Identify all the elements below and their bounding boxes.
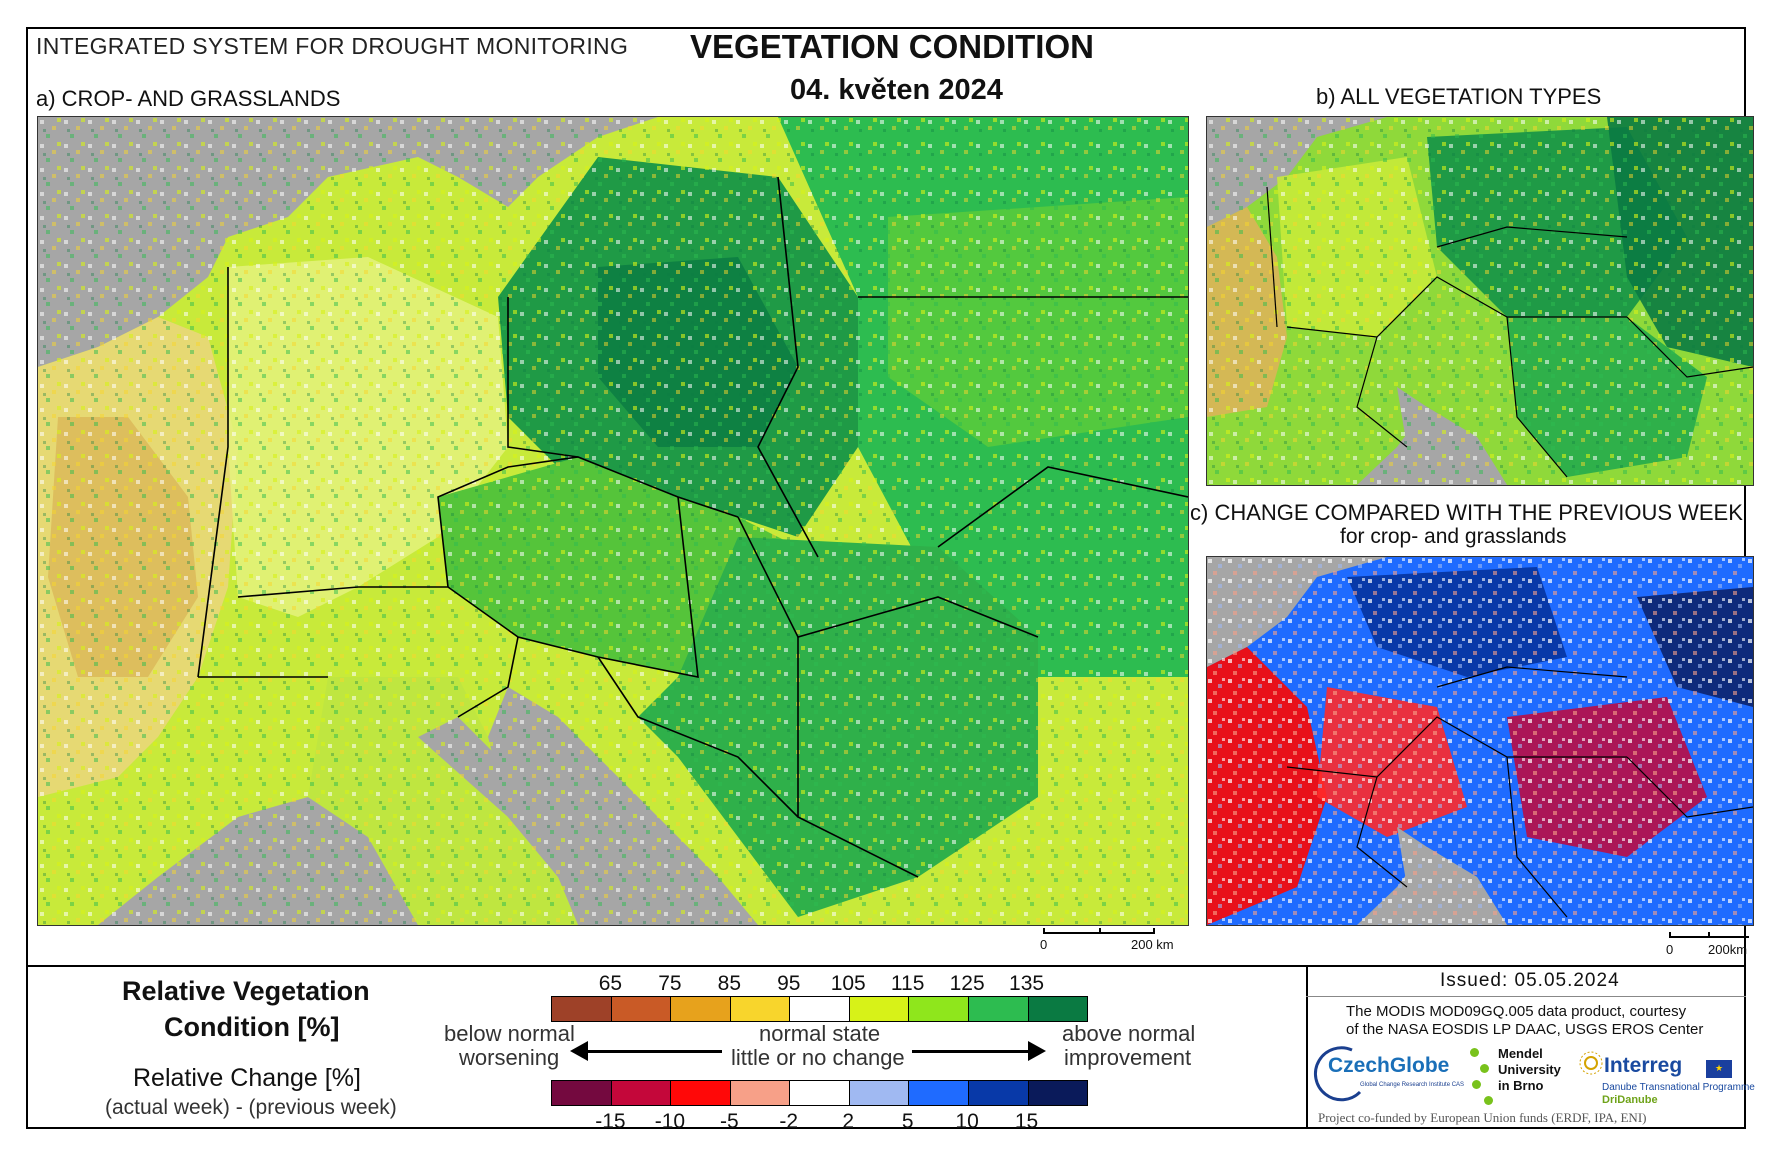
- country-borders: [197, 176, 1188, 878]
- map-a-svg: [38, 117, 1188, 925]
- rvc-swatch-1: [611, 997, 672, 1021]
- mendel-dot-icon: [1472, 1080, 1481, 1089]
- mendel-dot-icon: [1484, 1096, 1493, 1105]
- interreg-name: Interreg: [1604, 1054, 1683, 1077]
- label-normal-state: normal state: [759, 1021, 881, 1046]
- system-title: INTEGRATED SYSTEM FOR DROUGHT MONITORING: [36, 33, 629, 59]
- rvc-tick: 135: [1009, 972, 1045, 995]
- rc-tick: -5: [719, 1110, 739, 1133]
- rvc-color-bar: [551, 996, 1088, 1022]
- panel-c-subtitle: for crop- and grasslands: [1340, 525, 1567, 548]
- map-a-scale-label: 200 km: [1131, 937, 1174, 952]
- legend-vertical-divider: [1306, 965, 1308, 1129]
- rc-color-bar: [551, 1080, 1088, 1106]
- map-c-svg: [1207, 557, 1753, 925]
- map-crop-grasslands: [37, 116, 1189, 926]
- rc-tick: 15: [1014, 1110, 1039, 1133]
- map-date: 04. květen 2024: [790, 74, 1003, 106]
- rc-tick: 2: [842, 1110, 855, 1133]
- czechglobe-subtitle: Global Change Research Institute CAS: [1360, 1082, 1465, 1088]
- dridanube-label: DriDanube: [1602, 1094, 1658, 1106]
- rc-title: Relative Change [%]: [133, 1064, 361, 1092]
- credit-line2: of the NASA EOSDIS LP DAAC, USGS EROS Ce…: [1346, 1021, 1704, 1038]
- issued-date: Issued: 05.05.2024: [1440, 970, 1620, 991]
- interreg-sun-icon: [1579, 1051, 1603, 1075]
- rc-tick-labels: -15 -10 -5 -2 2 5 10 15: [551, 1110, 1086, 1134]
- rc-swatch-0: [552, 1081, 612, 1105]
- rc-swatch-1: [611, 1081, 672, 1105]
- rvc-swatch-0: [552, 997, 612, 1021]
- rvc-swatch-2: [671, 997, 731, 1021]
- rc-swatch-3: [730, 1081, 791, 1105]
- rc-swatch-6: [909, 1081, 969, 1105]
- mendel-logo: Mendel University in Brno: [1470, 1046, 1580, 1106]
- map-c-scale-zero: 0: [1666, 942, 1674, 957]
- czechglobe-name: CzechGlobe: [1328, 1054, 1450, 1077]
- funding-note: Project co-funded by European Union fund…: [1318, 1110, 1647, 1125]
- map-b-svg: [1207, 117, 1753, 485]
- rvc-tick-labels: 65 75 85 95 105 115 125 135: [551, 972, 1086, 996]
- rc-tick: 5: [901, 1110, 914, 1133]
- rc-subtitle: (actual week) - (previous week): [105, 1096, 397, 1119]
- map-weekly-change: [1206, 556, 1754, 926]
- rc-swatch-8: [1028, 1081, 1088, 1105]
- interreg-logo: Interreg ★ Danube Transnational Programm…: [1578, 1048, 1755, 1108]
- czechglobe-arc-icon: [1314, 1046, 1362, 1102]
- mendel-dot-icon: [1480, 1064, 1489, 1073]
- map-c-scale-label: 200km: [1708, 942, 1748, 957]
- panel-a-title: a) CROP- AND GRASSLANDS: [36, 86, 341, 111]
- rvc-swatch-3: [730, 997, 791, 1021]
- label-above-normal: above normal: [1062, 1021, 1196, 1046]
- rc-tick: 10: [955, 1110, 979, 1133]
- panel-c-title: c) CHANGE COMPARED WITH THE PREVIOUS WEE…: [1190, 500, 1743, 525]
- rvc-tick: 85: [717, 972, 742, 995]
- mendel-line1: Mendel: [1498, 1046, 1543, 1061]
- label-below-normal: below normal: [444, 1021, 575, 1046]
- arrow-right-line: [912, 1050, 1030, 1053]
- mendel-line2: University: [1498, 1062, 1561, 1077]
- rvc-tick: 105: [830, 972, 866, 995]
- map-a-scale-zero: 0: [1040, 937, 1048, 952]
- rc-tick: -2: [779, 1110, 799, 1133]
- rvc-swatch-8: [1028, 997, 1088, 1021]
- mendel-line3: in Brno: [1498, 1078, 1544, 1093]
- rvc-tick: 65: [598, 972, 623, 995]
- rc-swatch-7: [968, 1081, 1029, 1105]
- rvc-tick: 125: [949, 972, 985, 995]
- mendel-dot-icon: [1470, 1048, 1479, 1057]
- rvc-swatch-6: [909, 997, 969, 1021]
- panel-b-title: b) ALL VEGETATION TYPES: [1316, 84, 1602, 109]
- label-improvement: improvement: [1064, 1045, 1192, 1070]
- rc-tick: -15: [595, 1110, 626, 1133]
- rvc-title-line2: Condition [%]: [164, 1012, 340, 1042]
- rc-swatch-2: [671, 1081, 731, 1105]
- rc-swatch-4: [790, 1081, 850, 1105]
- rvc-swatch-5: [849, 997, 910, 1021]
- rc-swatch-5: [849, 1081, 910, 1105]
- rvc-title-line1: Relative Vegetation: [122, 976, 370, 1006]
- rvc-swatch-4: [790, 997, 850, 1021]
- legend-top-divider: [26, 965, 1746, 967]
- rvc-tick: 95: [777, 972, 801, 995]
- main-title: VEGETATION CONDITION: [690, 28, 1094, 65]
- rvc-tick: 75: [658, 972, 682, 995]
- arrow-left-line: [586, 1050, 722, 1053]
- interreg-subtitle: Danube Transnational Programme: [1602, 1082, 1755, 1093]
- label-worsening: worsening: [459, 1045, 560, 1070]
- rvc-swatch-7: [968, 997, 1029, 1021]
- rc-tick: -10: [654, 1110, 686, 1133]
- map-all-vegetation: [1206, 116, 1754, 486]
- label-little-change: little or no change: [731, 1045, 905, 1070]
- arrow-left-icon: [570, 1041, 588, 1061]
- eu-flag-icon: ★: [1706, 1060, 1732, 1078]
- czechglobe-logo: CzechGlobe Global Change Research Instit…: [1314, 1044, 1474, 1102]
- rvc-tick: 115: [890, 972, 925, 995]
- credit-line1: The MODIS MOD09GQ.005 data product, cour…: [1346, 1003, 1687, 1020]
- arrow-right-icon: [1028, 1041, 1046, 1061]
